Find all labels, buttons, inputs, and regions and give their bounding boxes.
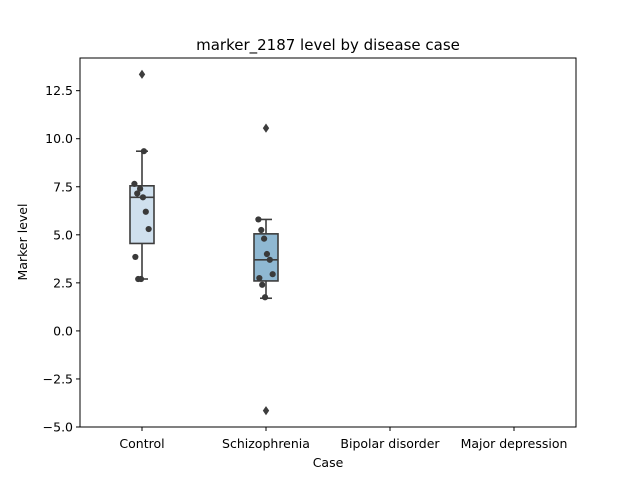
data-point bbox=[261, 294, 269, 301]
data-point bbox=[142, 208, 149, 215]
plot-area bbox=[129, 69, 279, 416]
data-point bbox=[145, 225, 152, 233]
data-point bbox=[140, 148, 147, 155]
x-tick-label: Major depression bbox=[461, 436, 568, 451]
box-control bbox=[129, 69, 155, 283]
data-point bbox=[261, 235, 268, 242]
x-axis-label: Case bbox=[313, 455, 344, 470]
y-axis-label: Marker level bbox=[15, 204, 30, 281]
data-point bbox=[137, 185, 144, 192]
y-tick-label: −2.5 bbox=[43, 371, 73, 386]
data-point bbox=[255, 216, 262, 223]
y-tick-label: 10.0 bbox=[45, 131, 73, 146]
chart-title: marker_2187 level by disease case bbox=[196, 36, 460, 55]
data-point bbox=[259, 281, 266, 288]
data-point bbox=[269, 271, 276, 278]
y-tick-label: 0.0 bbox=[53, 323, 73, 338]
data-point bbox=[137, 275, 145, 283]
data-point bbox=[266, 256, 273, 263]
data-point bbox=[263, 250, 271, 258]
outlier-point bbox=[138, 69, 146, 79]
y-tick-label: 2.5 bbox=[53, 275, 73, 290]
outlier-point bbox=[262, 123, 270, 133]
x-tick-label: Schizophrenia bbox=[222, 436, 310, 451]
x-tick-label: Bipolar disorder bbox=[340, 436, 440, 451]
data-point bbox=[258, 226, 265, 234]
data-point bbox=[131, 180, 138, 187]
y-tick-label: −5.0 bbox=[43, 420, 73, 435]
data-point bbox=[134, 190, 141, 197]
y-tick-label: 5.0 bbox=[53, 227, 73, 242]
axes: −5.0 −2.5 0.0 2.5 5.0 7.5 10.0 12.5 Control Schiz… bbox=[43, 83, 568, 451]
box-schizophrenia bbox=[253, 123, 279, 416]
y-tick-label: 12.5 bbox=[45, 83, 73, 98]
data-point bbox=[132, 253, 139, 261]
outlier-point bbox=[262, 406, 270, 416]
x-tick-label: Control bbox=[119, 436, 164, 451]
plot-frame bbox=[79, 57, 577, 428]
data-point bbox=[256, 274, 263, 282]
y-tick-label: 7.5 bbox=[53, 179, 73, 194]
data-point bbox=[139, 194, 147, 201]
